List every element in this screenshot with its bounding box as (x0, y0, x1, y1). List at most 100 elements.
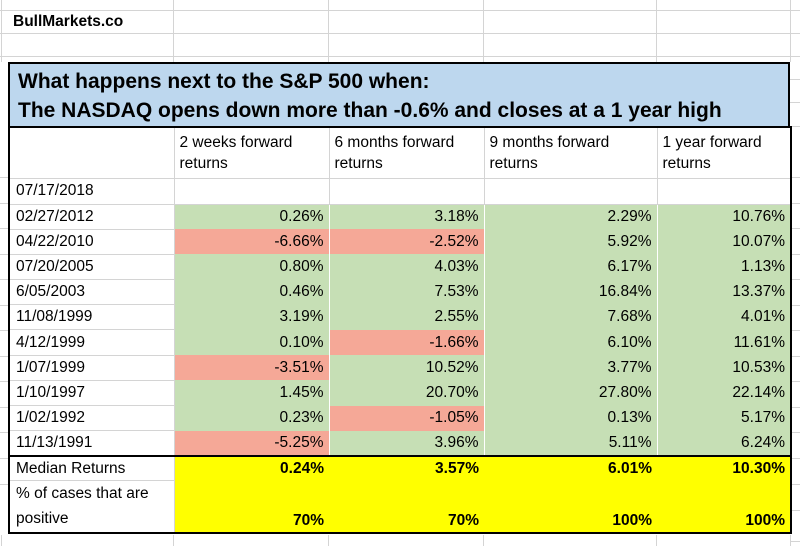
gridline (790, 79, 800, 80)
table-row: 02/27/2012 0.26% 3.18% 2.29% 10.76% (8, 203, 791, 230)
return-cell[interactable]: 4.01% (656, 304, 791, 330)
date-cell[interactable]: 11/13/1991 (8, 430, 175, 457)
gridline (0, 407, 8, 408)
percent-positive-value[interactable]: 100% (657, 480, 791, 534)
table-row: 1/10/1997 1.45% 20.70% 27.80% 22.14% (8, 379, 791, 407)
return-cell[interactable]: 7.68% (483, 304, 657, 330)
return-cell[interactable]: 10.76% (656, 204, 791, 230)
gridline (790, 432, 800, 433)
date-cell[interactable]: 1/07/1999 (8, 354, 175, 381)
return-cell[interactable]: 0.80% (173, 254, 329, 280)
return-cell[interactable]: 2.29% (483, 204, 657, 230)
return-cell[interactable]: 6.10% (483, 329, 657, 356)
return-cell[interactable]: 6.24% (656, 430, 791, 456)
return-cell[interactable]: 13.37% (656, 279, 791, 305)
header-row: 2 weeks forward returns 6 months forward… (8, 126, 792, 179)
gridline (790, 254, 800, 255)
table-row: 04/22/2010 -6.66% -2.52% 5.92% 10.07% (8, 228, 791, 255)
return-cell[interactable]: 10.07% (656, 229, 791, 255)
return-cell[interactable]: 3.96% (328, 430, 484, 456)
return-cell[interactable]: -1.66% (328, 329, 484, 356)
date-cell[interactable]: 04/22/2010 (8, 228, 175, 255)
percent-positive-value[interactable]: 70% (174, 480, 329, 534)
return-cell[interactable]: 1.13% (656, 254, 791, 280)
percent-positive-value[interactable]: 70% (329, 480, 484, 534)
return-cell[interactable]: 0.23% (173, 405, 329, 431)
gridline (0, 203, 8, 204)
percent-positive-label[interactable]: % of cases that are positive (8, 480, 175, 534)
column-header[interactable]: 1 year forward returns (656, 126, 792, 179)
gridline (656, 0, 657, 62)
median-value[interactable]: 0.24% (174, 454, 329, 481)
return-cell[interactable] (328, 177, 485, 205)
gridline (0, 432, 8, 433)
return-cell[interactable]: 7.53% (328, 279, 484, 305)
gridline (790, 381, 800, 382)
gridline (790, 126, 800, 127)
return-cell[interactable] (656, 177, 792, 205)
gridline (0, 228, 8, 229)
gridline (790, 0, 791, 62)
return-cell[interactable]: 1.45% (173, 380, 329, 406)
date-cell[interactable]: 1/10/1997 (8, 379, 175, 407)
date-cell[interactable]: 4/12/1999 (8, 329, 175, 356)
table-row: 6/05/2003 0.46% 7.53% 16.84% 13.37% (8, 279, 791, 306)
return-cell[interactable]: 0.10% (173, 329, 329, 356)
return-cell[interactable]: 3.19% (173, 304, 329, 330)
return-cell[interactable]: 5.92% (483, 229, 657, 255)
return-cell[interactable]: 3.18% (328, 204, 484, 230)
table-row: 11/13/1991 -5.25% 3.96% 5.11% 6.24% (8, 430, 791, 457)
return-cell[interactable]: 3.77% (483, 355, 657, 381)
corner-cell[interactable] (8, 126, 175, 179)
date-cell[interactable]: 11/08/1999 (8, 304, 175, 331)
gridline (790, 535, 791, 546)
return-cell[interactable]: 5.11% (483, 430, 657, 456)
return-cell[interactable]: 2.55% (328, 304, 484, 330)
title-box[interactable]: What happens next to the S&P 500 when: T… (8, 62, 790, 128)
return-cell[interactable]: 11.61% (656, 329, 791, 356)
median-value[interactable]: 10.30% (657, 454, 791, 481)
date-cell[interactable]: 07/17/2018 (8, 177, 175, 205)
gridline (0, 330, 8, 331)
table-row: 07/17/2018 (8, 177, 792, 205)
gridline (790, 177, 800, 178)
return-cell[interactable] (173, 177, 330, 205)
return-cell[interactable]: 4.03% (328, 254, 484, 280)
return-cell[interactable]: 10.53% (656, 355, 791, 381)
return-cell[interactable]: -5.25% (173, 430, 329, 456)
median-value[interactable]: 3.57% (329, 454, 484, 481)
date-cell[interactable]: 02/27/2012 (8, 203, 175, 230)
return-cell[interactable]: -6.66% (173, 229, 329, 255)
column-header[interactable]: 2 weeks forward returns (173, 126, 330, 179)
return-cell[interactable]: -1.05% (328, 405, 484, 431)
return-cell[interactable]: 0.26% (173, 204, 329, 230)
return-cell[interactable]: 16.84% (483, 279, 657, 305)
date-cell[interactable]: 07/20/2005 (8, 253, 175, 281)
return-cell[interactable]: 22.14% (656, 380, 791, 406)
table-row: 07/20/2005 0.80% 4.03% 6.17% 1.13% (8, 253, 791, 281)
column-header[interactable]: 6 months forward returns (328, 126, 485, 179)
return-cell[interactable]: 6.17% (483, 254, 657, 280)
return-cell[interactable]: 10.52% (328, 355, 484, 381)
median-label[interactable]: Median Returns (8, 454, 175, 482)
brand-cell[interactable]: BullMarkets.co (13, 13, 124, 30)
return-cell[interactable]: -3.51% (173, 355, 329, 381)
return-cell[interactable]: 20.70% (328, 380, 484, 406)
return-cell[interactable]: 5.17% (656, 405, 791, 431)
median-value[interactable]: 6.01% (484, 454, 657, 481)
column-header[interactable]: 9 months forward returns (483, 126, 658, 179)
gridline (0, 177, 8, 178)
percent-positive-value[interactable]: 100% (484, 480, 657, 534)
return-cell[interactable] (483, 177, 658, 205)
return-cell[interactable]: 0.13% (483, 405, 657, 431)
returns-table: 2 weeks forward returns 6 months forward… (8, 126, 792, 535)
date-cell[interactable]: 6/05/2003 (8, 279, 175, 306)
return-cell[interactable]: 0.46% (173, 279, 329, 305)
gridline (483, 535, 484, 546)
gridline (0, 356, 8, 357)
title-line-1: What happens next to the S&P 500 when: (18, 70, 430, 93)
return-cell[interactable]: 27.80% (483, 380, 657, 406)
return-cell[interactable]: -2.52% (328, 229, 484, 255)
date-cell[interactable]: 1/02/1992 (8, 404, 175, 432)
